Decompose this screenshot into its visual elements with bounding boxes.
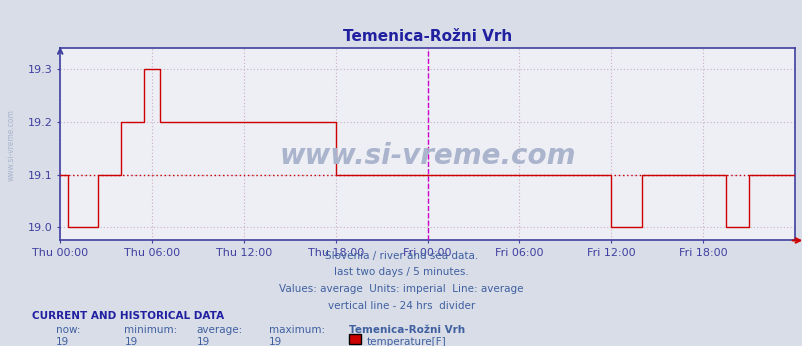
Text: vertical line - 24 hrs  divider: vertical line - 24 hrs divider (327, 301, 475, 311)
Text: www.si-vreme.com: www.si-vreme.com (279, 142, 575, 170)
Text: average:: average: (196, 325, 243, 335)
Text: Values: average  Units: imperial  Line: average: Values: average Units: imperial Line: av… (279, 284, 523, 294)
Text: temperature[F]: temperature[F] (367, 337, 446, 346)
Text: maximum:: maximum: (269, 325, 325, 335)
Text: now:: now: (56, 325, 81, 335)
Text: 19: 19 (196, 337, 210, 346)
Text: CURRENT AND HISTORICAL DATA: CURRENT AND HISTORICAL DATA (32, 311, 224, 321)
Text: Temenica-Rožni Vrh: Temenica-Rožni Vrh (349, 325, 465, 335)
Text: last two days / 5 minutes.: last two days / 5 minutes. (334, 267, 468, 277)
Title: Temenica-Rožni Vrh: Temenica-Rožni Vrh (342, 29, 512, 45)
Text: minimum:: minimum: (124, 325, 177, 335)
Text: www.si-vreme.com: www.si-vreme.com (6, 109, 15, 181)
Text: 19: 19 (56, 337, 70, 346)
Text: 19: 19 (124, 337, 138, 346)
Text: 19: 19 (269, 337, 282, 346)
Text: Slovenia / river and sea data.: Slovenia / river and sea data. (325, 251, 477, 261)
